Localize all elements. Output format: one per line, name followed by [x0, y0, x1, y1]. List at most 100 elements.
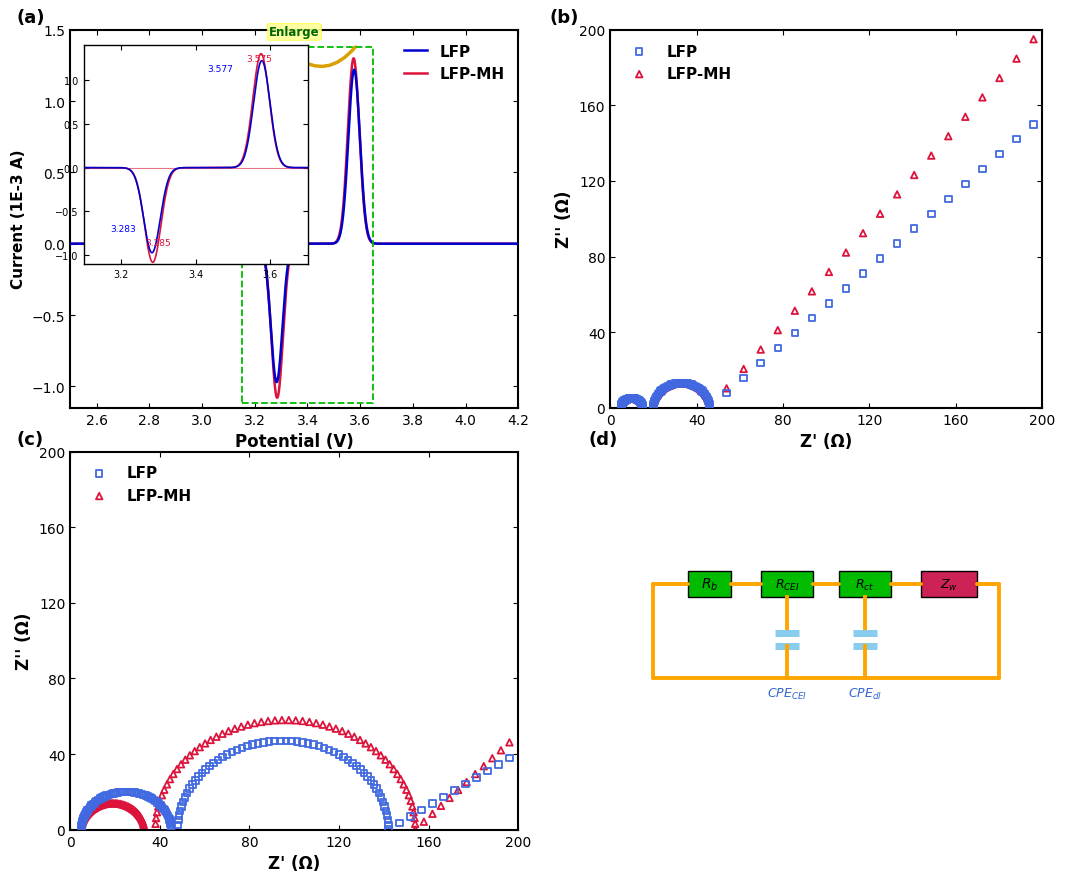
LFP-MH [612, 399, 630, 414]
LFP [821, 297, 838, 311]
LFP [94, 791, 111, 805]
LFP [478, 765, 496, 779]
LFP-MH [484, 752, 501, 766]
LFP [135, 788, 152, 802]
LFP [735, 371, 753, 385]
LFP [321, 743, 338, 757]
LFP-MH [173, 758, 190, 772]
LFP-MH [700, 396, 717, 410]
LFP-MH [294, 714, 311, 728]
LFP [624, 392, 642, 406]
LFP [402, 810, 419, 824]
LFP [181, 781, 199, 795]
LFP [348, 759, 365, 774]
LFP-MH [700, 394, 717, 408]
LFP-MH [686, 379, 703, 393]
LFP-MH [612, 401, 630, 415]
LFP [380, 818, 397, 832]
LFP-MH [397, 783, 415, 797]
LFP [233, 741, 251, 755]
LFP [270, 378, 283, 388]
LFP [80, 802, 97, 816]
LFP [315, 741, 333, 755]
LFP-MH [72, 821, 90, 835]
LFP-MH [804, 285, 821, 299]
LFP-MH [621, 392, 638, 406]
LFP-MH [120, 800, 137, 814]
LFP [379, 813, 396, 827]
LFP-MH [84, 802, 102, 816]
LFP-MH [974, 91, 991, 105]
LFP-MH [633, 398, 650, 412]
X-axis label: Z' (Ω): Z' (Ω) [800, 433, 852, 450]
LFP [96, 789, 113, 803]
LFP [141, 791, 159, 805]
LFP [769, 342, 786, 356]
LFP-MH [613, 398, 631, 412]
LFP [701, 401, 718, 415]
LFP-MH [255, 243, 268, 254]
LFP-MH [620, 392, 637, 407]
LFP [376, 799, 393, 813]
LFP-MH [75, 815, 92, 829]
Line: LFP: LFP [70, 70, 518, 383]
LFP [137, 788, 154, 802]
LFP-MH [127, 805, 145, 819]
LFP [78, 805, 95, 819]
LFP-MH [645, 399, 662, 414]
LFP-MH [76, 812, 93, 826]
LFP [612, 399, 630, 414]
LFP [613, 398, 631, 412]
LFP-MH [235, 239, 248, 249]
LFP [82, 800, 99, 814]
LFP-MH [95, 797, 112, 811]
LFP-MH [97, 797, 114, 811]
LFP-MH [671, 377, 688, 391]
LFP [889, 237, 906, 251]
LFP-MH [347, 54, 360, 64]
LFP [244, 738, 261, 752]
LFP [83, 799, 100, 813]
LFP-MH [197, 737, 214, 751]
LFP-MH [64, 239, 77, 249]
LFP [718, 386, 735, 400]
LFP [162, 817, 179, 831]
LFP-MH [87, 800, 105, 814]
LFP-MH [73, 817, 91, 831]
LFP [72, 823, 90, 837]
LFP-MH [458, 775, 475, 789]
LFP-MH [133, 813, 150, 827]
LFP-MH [156, 783, 173, 797]
LFP [679, 378, 697, 392]
LFP [683, 378, 700, 392]
LFP [378, 809, 395, 823]
LFP-MH [132, 810, 149, 824]
LFP [634, 400, 651, 414]
LFP-MH [630, 393, 647, 407]
LFP [634, 399, 651, 414]
LFP [352, 762, 369, 776]
LFP-MH [151, 794, 168, 808]
LFP [391, 817, 408, 831]
LFP [73, 815, 91, 829]
Y-axis label: Z'' (Ω): Z'' (Ω) [15, 612, 33, 670]
LFP-MH [646, 396, 663, 410]
LFP-MH [111, 797, 129, 811]
LFP [170, 813, 187, 827]
LFP [288, 735, 306, 749]
LFP-MH [395, 777, 413, 791]
LFP [671, 377, 688, 391]
LFP [1025, 118, 1042, 132]
LFP-MH [625, 392, 643, 406]
LFP-MH [80, 806, 97, 820]
LFP [615, 395, 632, 409]
LFP-MH [626, 392, 644, 407]
LFP-MH [653, 384, 671, 398]
LFP [239, 739, 256, 753]
LFP-MH [455, 239, 468, 249]
LFP-MH [404, 800, 421, 814]
LFP [76, 809, 93, 823]
LFP-MH [634, 401, 651, 415]
Text: Enlarge: Enlarge [269, 26, 320, 40]
LFP-MH [271, 393, 284, 404]
